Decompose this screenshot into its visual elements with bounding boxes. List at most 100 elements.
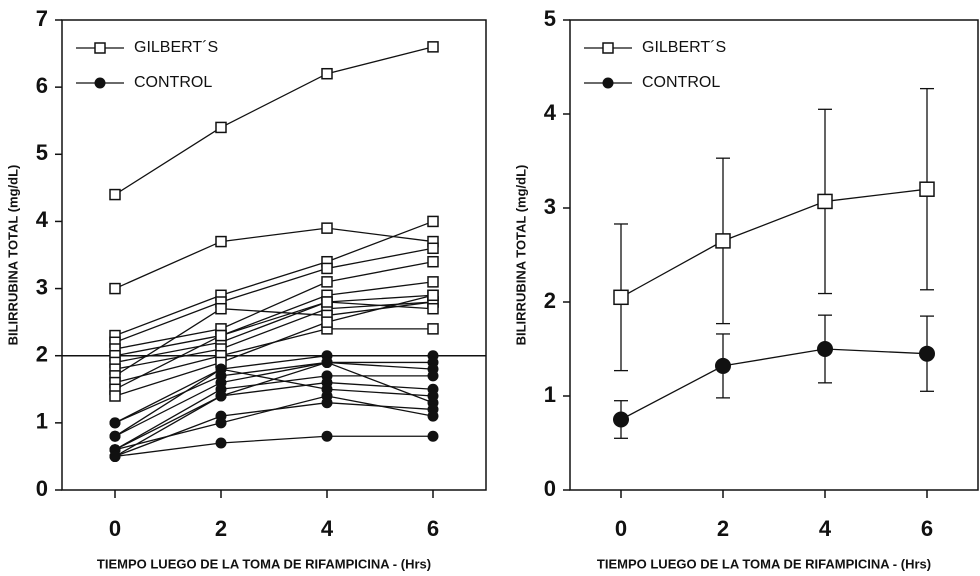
panel: 0 1 2 3 4 5 6 7 0 2 4 6 TIEMPO LUEGO DE LA TOMA DE R… bbox=[5, 6, 487, 571]
marker bbox=[715, 357, 731, 374]
marker bbox=[321, 276, 333, 288]
marker bbox=[602, 77, 614, 89]
y-tick-label: 5 bbox=[544, 6, 556, 31]
marker bbox=[715, 233, 731, 249]
series-line bbox=[620, 188, 928, 298]
y-tick-label: 0 bbox=[544, 476, 556, 501]
marker bbox=[427, 430, 439, 442]
series-line bbox=[114, 368, 434, 437]
marker bbox=[817, 193, 833, 210]
marker bbox=[109, 417, 121, 429]
marker bbox=[427, 41, 439, 53]
y-tick-label: 4 bbox=[544, 100, 557, 125]
marker bbox=[215, 437, 227, 449]
marker bbox=[602, 42, 614, 54]
marker bbox=[427, 370, 439, 382]
series-line bbox=[114, 355, 433, 424]
series-line bbox=[114, 227, 434, 290]
marker bbox=[427, 302, 439, 315]
marker bbox=[215, 390, 227, 402]
series-line bbox=[114, 361, 433, 424]
y-axis-label: BILIRRUBINA TOTAL (mg/dL) bbox=[513, 165, 528, 346]
marker bbox=[427, 215, 439, 228]
legend-label: GILBERT´S bbox=[642, 39, 726, 56]
marker bbox=[427, 276, 439, 288]
x-tick-label: 2 bbox=[215, 516, 227, 541]
marker bbox=[321, 262, 333, 275]
series-line bbox=[114, 301, 434, 390]
series-line bbox=[114, 395, 434, 451]
series-line bbox=[114, 375, 433, 451]
y-tick-label: 4 bbox=[36, 207, 49, 232]
legend-label: CONTROL bbox=[642, 74, 720, 91]
x-tick-label: 4 bbox=[321, 516, 334, 541]
marker bbox=[215, 363, 227, 375]
marker bbox=[94, 42, 106, 54]
marker bbox=[919, 181, 935, 197]
marker bbox=[215, 329, 227, 342]
series-line bbox=[620, 348, 928, 421]
y-tick-label: 2 bbox=[36, 342, 48, 367]
marker bbox=[919, 345, 935, 362]
marker bbox=[817, 341, 833, 357]
marker bbox=[321, 383, 333, 395]
marker bbox=[215, 302, 227, 315]
y-tick-label: 1 bbox=[36, 409, 48, 434]
marker bbox=[427, 323, 439, 335]
x-axis-label: TIEMPO LUEGO DE LA TOMA DE RIFAMPICINA -… bbox=[97, 556, 431, 571]
legend-label: CONTROL bbox=[134, 74, 212, 91]
panel: 0 1 2 3 4 5 0 2 4 6 TIEMPO LUEGO DE LA TOMA DE RIF… bbox=[513, 6, 979, 571]
marker bbox=[109, 430, 121, 442]
series-line bbox=[114, 381, 434, 451]
plot-frame bbox=[61, 19, 487, 491]
series-line bbox=[114, 220, 434, 337]
marker bbox=[321, 296, 333, 308]
y-tick-label: 5 bbox=[36, 140, 48, 165]
marker bbox=[109, 390, 121, 402]
x-tick-label: 4 bbox=[819, 516, 832, 541]
series-line bbox=[114, 46, 434, 196]
marker bbox=[427, 289, 439, 302]
marker bbox=[109, 188, 121, 201]
marker bbox=[321, 356, 333, 368]
marker bbox=[109, 450, 121, 462]
y-tick-label: 1 bbox=[544, 382, 556, 407]
series-line bbox=[114, 247, 434, 343]
series-line bbox=[114, 294, 434, 397]
y-tick-label: 3 bbox=[36, 274, 48, 299]
y-tick-label: 6 bbox=[36, 73, 48, 98]
marker bbox=[613, 289, 629, 306]
series-line bbox=[114, 361, 434, 437]
marker bbox=[427, 242, 439, 255]
series-line bbox=[114, 261, 434, 350]
y-tick-label: 7 bbox=[36, 6, 48, 31]
x-tick-label: 0 bbox=[109, 516, 121, 541]
y-tick-label: 2 bbox=[544, 288, 556, 313]
series-line bbox=[114, 281, 434, 357]
marker bbox=[321, 222, 333, 234]
marker bbox=[427, 410, 439, 422]
x-tick-label: 6 bbox=[427, 516, 439, 541]
x-tick-label: 6 bbox=[921, 516, 933, 541]
plot-frame bbox=[569, 19, 979, 491]
marker bbox=[321, 316, 333, 328]
legend-label: GILBERT´S bbox=[134, 39, 218, 56]
y-tick-label: 3 bbox=[544, 194, 556, 219]
marker bbox=[109, 282, 121, 295]
marker bbox=[215, 235, 227, 248]
marker bbox=[94, 77, 106, 89]
marker bbox=[321, 430, 333, 442]
x-tick-label: 0 bbox=[615, 516, 627, 541]
marker bbox=[427, 390, 439, 402]
marker bbox=[613, 411, 629, 428]
y-tick-label: 0 bbox=[36, 476, 48, 501]
marker bbox=[215, 121, 227, 134]
y-axis-label: BILIRRUBINA TOTAL (mg/dL) bbox=[5, 165, 20, 346]
series-line bbox=[114, 435, 433, 458]
series-line bbox=[114, 294, 434, 364]
marker bbox=[427, 255, 439, 268]
marker bbox=[215, 417, 227, 429]
x-tick-label: 2 bbox=[717, 516, 729, 541]
x-axis-label: TIEMPO LUEGO DE LA TOMA DE RIFAMPICINA -… bbox=[597, 556, 931, 571]
